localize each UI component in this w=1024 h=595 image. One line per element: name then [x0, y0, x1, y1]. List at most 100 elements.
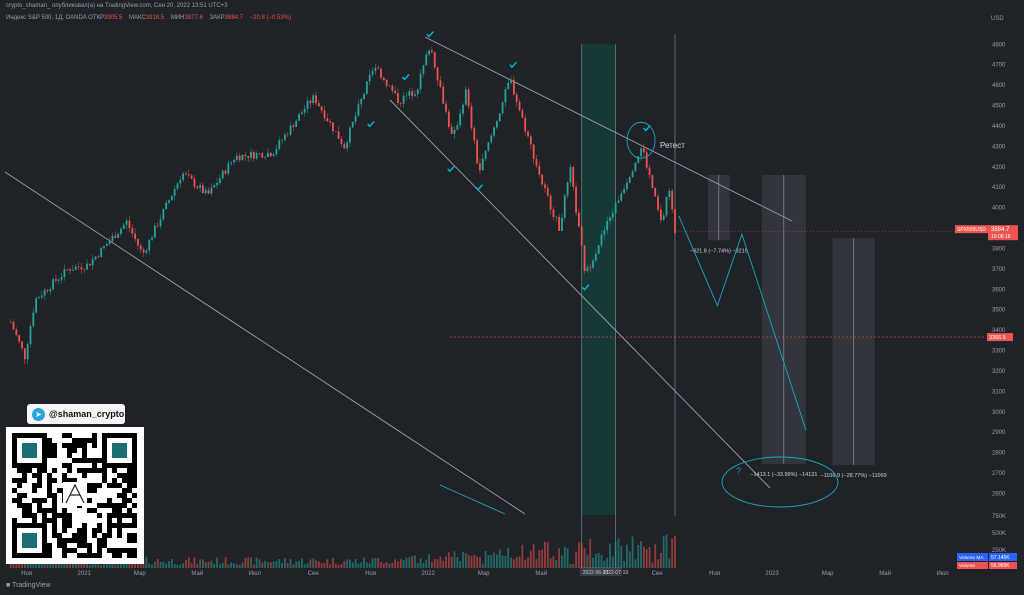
qr-module [97, 528, 102, 533]
candle [326, 113, 329, 123]
candle-body [52, 279, 55, 290]
current-price-countdown: 10:08:18 [991, 234, 1011, 240]
qr-module [52, 533, 57, 538]
volume-bar [436, 559, 439, 568]
telegram-icon: ➤ [32, 407, 45, 421]
candle-body [91, 259, 94, 266]
qr-code[interactable] [6, 427, 144, 564]
telegram-badge[interactable]: ➤ @shaman_crypto [27, 404, 125, 424]
candle-body [380, 68, 382, 78]
qr-module [62, 443, 67, 448]
candle-body [402, 95, 405, 104]
volume-bar [100, 564, 103, 568]
qr-module [97, 468, 102, 473]
volume-bar [609, 543, 611, 568]
qr-module [17, 483, 22, 488]
candle [569, 164, 572, 187]
volume-bar [645, 549, 648, 568]
qr-module [127, 473, 132, 478]
qr-module [102, 503, 107, 508]
volume-bar [247, 557, 250, 568]
qr-module [67, 453, 72, 458]
candle-body [332, 122, 334, 131]
qr-module [122, 473, 127, 478]
candle-body [640, 148, 642, 157]
candle-body [103, 246, 105, 248]
candle-body [9, 321, 12, 323]
candle-body [88, 263, 91, 266]
qr-module [92, 433, 97, 438]
open-label: ОТКР [88, 15, 104, 21]
candle-body [337, 131, 340, 139]
qr-module [47, 478, 52, 483]
candle-body [351, 121, 354, 128]
volume-bar [459, 561, 462, 568]
volume-bar [357, 563, 360, 568]
candle-body [247, 156, 250, 158]
candle-body [354, 115, 357, 122]
y-tick-label: 4800 [992, 42, 1006, 48]
candle-body [252, 152, 255, 159]
candle-body [453, 129, 456, 134]
qr-module [22, 503, 27, 508]
candle [643, 144, 645, 158]
volume-bar [340, 564, 343, 568]
candle-body [561, 217, 563, 231]
qr-module [117, 473, 122, 478]
candle-body [603, 230, 606, 235]
qr-module [92, 438, 97, 443]
candle-body [447, 111, 450, 127]
volume-bar [97, 562, 100, 568]
candle-body [323, 110, 326, 119]
qr-module [127, 553, 132, 558]
candle [207, 187, 210, 195]
y-tick-label: 2800 [992, 451, 1006, 457]
qr-module [47, 553, 52, 558]
candle [108, 237, 111, 246]
volume-bar [275, 560, 278, 568]
candle-body [572, 167, 575, 187]
candle-body [32, 312, 35, 327]
candle [88, 263, 91, 266]
volume-bar [264, 560, 267, 568]
candle [671, 188, 674, 214]
qr-module [97, 523, 102, 528]
qr-module [97, 458, 102, 463]
qr-module [22, 513, 27, 518]
candle [368, 69, 371, 86]
candle-body [340, 138, 343, 145]
volume-bar [521, 544, 524, 568]
qr-module [72, 458, 77, 463]
volume-bar [473, 554, 476, 568]
qr-module [127, 483, 132, 488]
candle [52, 277, 55, 292]
volume-bar [298, 561, 300, 568]
symbol-ohlc-line: Индекс S&P 500, 1Д, OANDA ОТКР3905.5 МАК… [6, 15, 296, 21]
volume-bar [114, 564, 117, 568]
qr-module [32, 498, 37, 503]
volume-bar [286, 563, 289, 568]
candle-body [80, 267, 83, 270]
qr-module [77, 543, 82, 548]
volume-bar [162, 561, 165, 568]
candle-body [563, 195, 566, 218]
candle-body [600, 234, 603, 246]
candle-body [473, 127, 476, 141]
trend-line [389, 99, 771, 489]
volume-bar [159, 561, 162, 568]
volume-bar [317, 561, 320, 568]
qr-module [122, 548, 127, 553]
volume-bar [532, 543, 535, 568]
qr-module [72, 443, 77, 448]
x-tick-label: Июл [937, 571, 950, 577]
volume-bar [611, 556, 614, 568]
check-mark-icon [475, 184, 484, 191]
candle-body [162, 209, 165, 220]
candle [555, 215, 558, 222]
candle [507, 79, 510, 90]
qr-module [112, 513, 117, 518]
y-tick-label: 3800 [992, 246, 1006, 252]
candle [153, 222, 156, 238]
qr-module [87, 508, 92, 513]
